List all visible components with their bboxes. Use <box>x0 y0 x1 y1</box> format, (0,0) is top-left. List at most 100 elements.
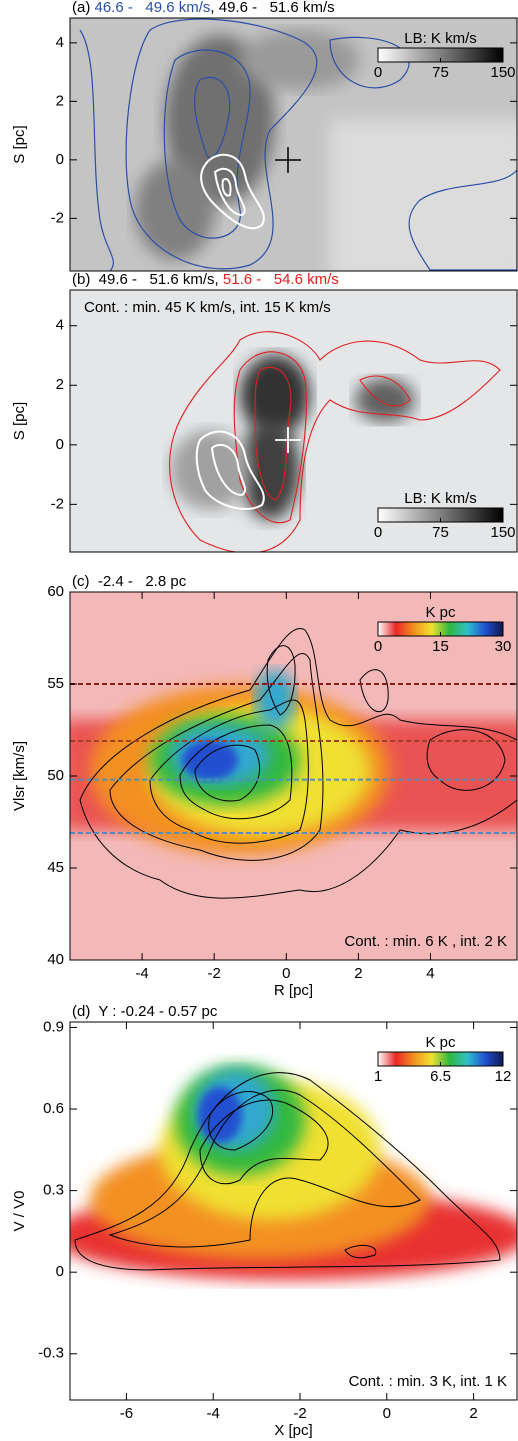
y-tick-label: 2 <box>56 92 64 109</box>
y-tick-label: 0 <box>56 151 64 168</box>
title-part: , 49.6 - 51.6 km/s <box>210 0 334 16</box>
map-blob <box>182 740 238 780</box>
y-axis-label: S [pc] <box>11 402 28 440</box>
x-tick-label: -6 <box>120 1405 133 1422</box>
y-tick-label: 0.3 <box>43 1182 64 1199</box>
colorbar-tick-label: 0 <box>374 638 382 655</box>
y-tick-label: -2 <box>51 495 64 512</box>
panel-title: (a) 46.6 - 49.6 km/s, 49.6 - 51.6 km/s <box>72 0 335 16</box>
title-part: (a) <box>72 0 95 16</box>
panel <box>70 592 517 960</box>
panel-title: (d) Y : -0.24 - 0.57 pc <box>72 1003 218 1020</box>
plot-frame <box>69 1021 518 1401</box>
plot-frame <box>69 17 518 272</box>
contour <box>149 699 309 844</box>
y-tick-label: 40 <box>47 951 64 968</box>
y-axis-label: S [pc] <box>11 125 28 163</box>
map-blob <box>240 420 300 520</box>
panel-title: (b) 49.6 - 51.6 km/s, 51.6 - 54.6 km/s <box>72 271 339 288</box>
y-tick-label: 4 <box>56 34 64 51</box>
contour <box>169 331 501 552</box>
title-part: 51.6 - 54.6 km/s <box>223 271 339 288</box>
x-tick-label: 2 <box>469 1405 477 1422</box>
colorbar-tick-label: 30 <box>495 638 512 655</box>
contour <box>210 443 247 497</box>
y-tick-label: 50 <box>47 767 64 784</box>
colorbar-label: LB: K km/s <box>404 30 477 47</box>
contour <box>426 729 506 791</box>
cross-marker <box>275 147 301 173</box>
contour <box>74 1072 501 1271</box>
colorbar-tick-label: 150 <box>490 64 515 81</box>
x-tick-label: -4 <box>207 1405 220 1422</box>
map-bg-light <box>330 120 517 271</box>
x-axis-label: R [pc] <box>274 982 313 999</box>
panel-title: (c) -2.4 - 2.8 pc <box>72 573 187 590</box>
contour <box>163 49 251 239</box>
map-blob <box>240 30 360 90</box>
title-part: (c) -2.4 - 2.8 pc <box>72 573 187 590</box>
colorbar-tick-label: 15 <box>432 638 449 655</box>
y-axis-label: Vlsr [km/s] <box>11 741 28 811</box>
annotation: Cont. : min. 45 K km/s, int. 15 K km/s <box>84 299 331 316</box>
y-tick-label: 55 <box>47 675 64 692</box>
contour <box>254 367 292 501</box>
contour <box>408 169 517 271</box>
contour <box>359 375 411 407</box>
x-tick-label: 0 <box>383 1405 391 1422</box>
colorbar-label: K pc <box>425 604 456 621</box>
x-tick-label: -4 <box>135 965 148 982</box>
map-blob <box>165 35 275 205</box>
colorbar-tick-label: 1 <box>374 1068 382 1085</box>
annotation: Cont. : min. 3 K, int. 1 K <box>349 1373 507 1390</box>
contour <box>266 645 296 716</box>
y-tick-label: 0 <box>56 1263 64 1280</box>
contour <box>213 167 246 217</box>
contour <box>109 653 324 861</box>
contour <box>179 724 293 820</box>
contour <box>200 153 265 230</box>
colorbar-label: LB: K km/s <box>404 490 477 507</box>
colorbar-tick-label: 150 <box>490 524 515 541</box>
contour <box>233 351 307 524</box>
colorbar-tick-label: 6.5 <box>430 1068 451 1085</box>
contour <box>108 1089 421 1248</box>
title-part: (d) Y : -0.24 - 0.57 pc <box>72 1003 218 1020</box>
x-tick-label: 4 <box>426 965 434 982</box>
x-tick-label: 2 <box>354 965 362 982</box>
contour <box>344 1244 377 1259</box>
contour <box>195 430 265 510</box>
contour <box>208 1091 273 1151</box>
y-tick-label: 0.9 <box>43 1018 64 1035</box>
map-blob <box>355 378 415 422</box>
contour <box>79 627 517 899</box>
y-tick-label: 4 <box>56 317 64 334</box>
map-blob <box>255 670 295 730</box>
annotation: Cont. : min. 6 K , int. 2 K <box>344 933 507 950</box>
x-tick-label: -2 <box>293 1405 306 1422</box>
colorbar-tick-label: 12 <box>495 1068 512 1085</box>
title-part: (b) 49.6 - 51.6 km/s, <box>72 271 223 288</box>
colorbar-tick-label: 75 <box>432 524 449 541</box>
panel <box>70 1022 517 1400</box>
cross-marker <box>275 427 301 453</box>
contour <box>199 1099 329 1185</box>
x-tick-label: -2 <box>208 965 221 982</box>
y-tick-label: 0.6 <box>43 1100 64 1117</box>
contour <box>221 178 232 197</box>
plot-frame <box>69 289 518 553</box>
y-tick-label: -0.3 <box>38 1345 64 1362</box>
y-tick-label: 45 <box>47 859 64 876</box>
contour <box>194 76 231 159</box>
x-tick-label: 0 <box>282 965 290 982</box>
contour <box>329 36 410 89</box>
colorbar-tick-label: 0 <box>374 64 382 81</box>
contour <box>125 18 318 270</box>
colorbar-tick-label: 75 <box>432 64 449 81</box>
y-tick-label: 0 <box>56 436 64 453</box>
map-blob <box>198 1087 242 1143</box>
contour <box>79 29 114 271</box>
y-axis-label: V / V0 <box>11 1191 28 1232</box>
y-tick-label: -2 <box>51 209 64 226</box>
